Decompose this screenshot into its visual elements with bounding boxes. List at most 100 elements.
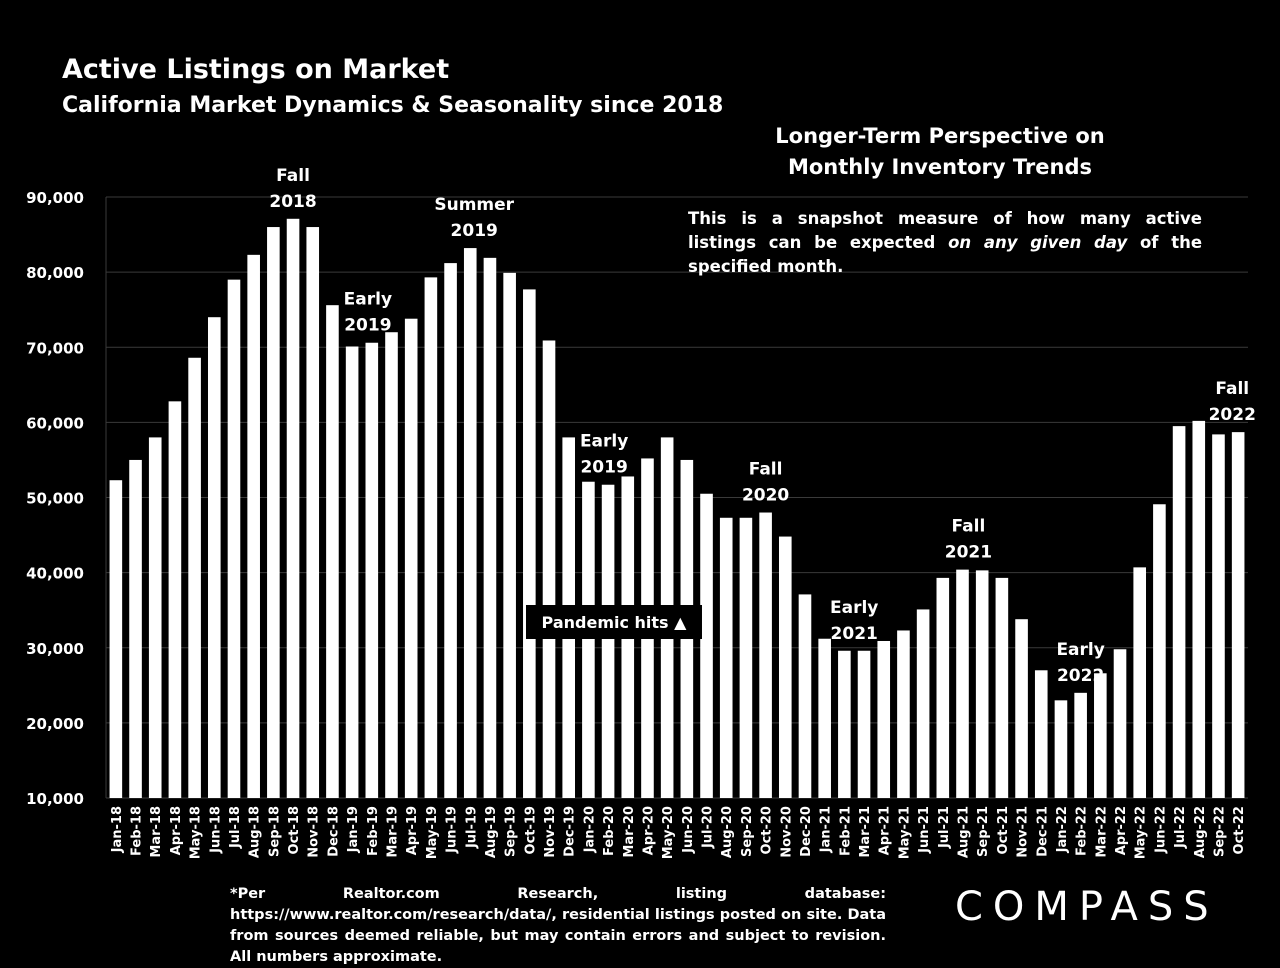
perspective-note: Longer-Term Perspective on Monthly Inven… [760,121,1120,183]
pandemic-callout-label: Pandemic hits ▲ [542,613,688,632]
chart-subtitle: California Market Dynamics & Seasonality… [62,93,724,118]
bar [148,437,162,798]
x-tick-label: Aug-19 [484,806,499,858]
bar [778,536,792,798]
bar [483,257,497,798]
x-tick-label: Apr-20 [641,806,656,855]
x-tick-label: Nov-20 [779,806,794,858]
x-tick-label: Jan-18 [110,806,125,853]
bar [798,594,812,798]
bar [1172,426,1186,798]
x-tick-label: Jul-19 [464,806,479,849]
bar [424,277,438,798]
bar [916,609,930,798]
x-tick-label: Sep-19 [504,806,519,857]
bar [188,357,201,798]
annotation-label: 2019 [580,458,627,478]
x-tick-label: Apr-22 [1114,806,1129,855]
x-tick-label: Mar-21 [858,806,873,858]
bar [542,340,556,798]
annotation-label: 2018 [269,192,316,212]
annotation-label: Summer [434,195,514,215]
pandemic-callout-box [525,605,702,639]
bar [168,401,182,798]
bar [1231,432,1245,798]
x-tick-label: Oct-19 [523,806,538,854]
bar [306,227,320,799]
bar [345,346,359,798]
x-tick-label: Dec-18 [326,806,341,857]
bar [1015,619,1028,798]
annotation-label: 2021 [945,543,992,563]
bar [463,248,477,798]
x-tick-label: Jul-22 [1173,806,1188,849]
x-tick-label: Oct-21 [996,806,1011,854]
bar-chart: 10,000 20,000 30,000 40,000 50,000 60,000 70,0… [26,166,1256,859]
y-tick-label: 70,000 [26,339,84,357]
bar [1212,434,1225,798]
annotation-label: Early [580,432,628,452]
bar [247,254,260,798]
bar [385,332,398,798]
x-tick-label: Aug-20 [720,806,735,858]
bar [995,577,1009,798]
bar [700,493,713,798]
x-tick-label: Dec-21 [1035,806,1050,857]
bar [582,481,595,798]
bar [1113,649,1127,798]
bar [739,517,753,798]
x-tick-label: Jun-22 [1153,806,1168,854]
x-tick-label: Mar-22 [1094,806,1109,858]
x-tick-label: Jun-20 [681,806,696,854]
y-tick-label: 90,000 [26,189,84,207]
x-tick-label: Mar-18 [149,806,164,858]
x-tick-label: Sep-18 [267,806,282,857]
x-tick-label: Feb-19 [366,806,381,856]
x-tick-label: Apr-21 [878,806,893,855]
x-tick-label: Feb-20 [602,806,617,856]
bar [1054,700,1068,798]
x-tick-label: May-21 [897,806,912,859]
x-tick-label: Nov-21 [1016,806,1031,858]
annotation-label: Early [344,290,392,310]
annotation-label: Fall [749,460,783,480]
x-tick-label: Dec-20 [799,806,814,857]
y-tick-label: 10,000 [26,790,84,808]
bar [1133,567,1147,798]
annotation-label: Fall [276,166,310,186]
annotation-label: Early [1056,640,1104,660]
bar [444,263,457,798]
x-tick-label: Aug-21 [957,806,972,858]
annotation-label: 2022 [1057,666,1104,686]
perspective-line-1: Longer-Term Perspective on [775,124,1105,148]
perspective-line-2: Monthly Inventory Trends [787,155,1093,179]
bar [1074,692,1087,798]
bar [1192,420,1206,798]
snapshot-note: This is a snapshot measure of how many a… [688,207,1202,279]
bar [109,480,123,798]
y-tick-label: 40,000 [26,565,84,583]
x-tick-label: Jul-21 [937,806,952,849]
y-tick-label: 30,000 [26,640,84,658]
x-tick-label: Aug-18 [248,806,263,858]
x-axis-ticks: Jan-18 Feb-18 Mar-18 Apr-18 May-18 Jun-18 Jul-… [110,806,1247,859]
bar [404,318,418,798]
x-tick-label: Jan-20 [582,806,597,853]
x-tick-label: Mar-20 [622,806,637,858]
bar [956,569,969,798]
bar [838,650,851,798]
x-tick-label: Oct-20 [760,806,775,854]
x-tick-label: Feb-21 [838,806,853,856]
snapshot-emphasis: on any given day [948,233,1128,252]
x-tick-label: Mar-19 [386,806,401,858]
chart-title: Active Listings on Market [62,54,450,85]
annotation-label: Fall [1215,379,1249,399]
bar [897,630,910,798]
bar [818,638,831,798]
annotation-label: 2020 [742,486,789,506]
bar [975,570,989,798]
x-tick-label: Apr-19 [405,806,420,855]
x-tick-label: Oct-22 [1232,806,1247,854]
bars [109,218,1245,799]
bar [1094,673,1107,798]
